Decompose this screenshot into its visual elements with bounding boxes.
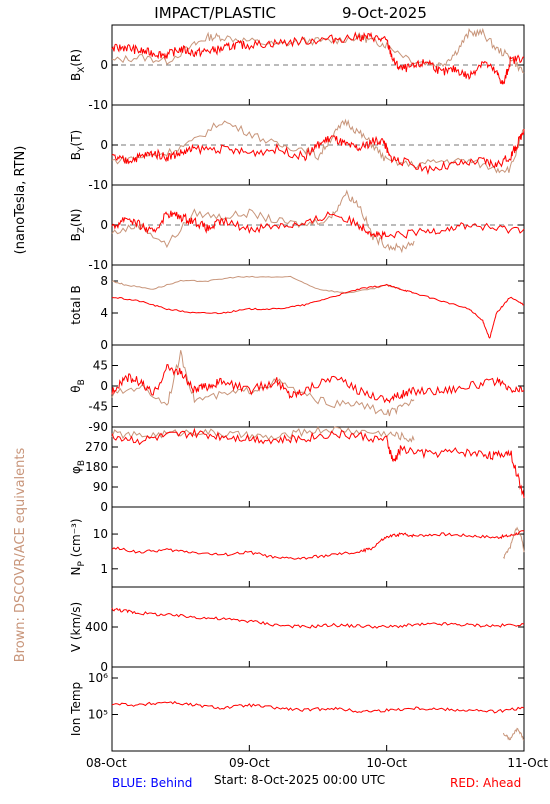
ytick-label-by-0: 0: [100, 138, 108, 152]
panel-btot: 8 4 0 total B: [69, 264, 525, 352]
ylabel-phi: φB: [69, 460, 87, 474]
ylabel-np: NP (cm⁻³): [69, 518, 87, 575]
panel-frame-theta: [111, 344, 525, 428]
series-brown-by: [111, 118, 525, 174]
series-brown-np: [503, 526, 525, 560]
series-brown-theta: [111, 350, 415, 417]
panel-theta: 45 0 -45 -90 θB: [69, 344, 525, 434]
ylabel-theta: θB: [69, 379, 87, 393]
ytick-label-theta-3: -90: [88, 420, 108, 434]
ylabel-by: BY(T): [69, 130, 87, 160]
series-ahead-temp: [111, 700, 525, 714]
panel-frame-v: [111, 586, 525, 668]
ytick-label-phi-0: 270: [85, 440, 108, 454]
panel-by: 0 -10 BY(T): [69, 104, 525, 192]
ytick-label-bz-1: -10: [88, 258, 108, 272]
series-ahead-v: [111, 607, 525, 629]
series-brown-temp: [502, 727, 525, 741]
series-brown-btot: [111, 275, 401, 294]
series-brown-bz: [111, 189, 415, 254]
legend-ahead: RED: Ahead: [450, 776, 521, 790]
xtick-label-2: 10-Oct: [366, 756, 407, 770]
ytick-label-temp-1: 10⁵: [88, 707, 108, 721]
ytick-label-phi-3: 0: [100, 500, 108, 514]
legend-behind: BLUE: Behind: [112, 776, 192, 790]
ylabel-v: V (km/s): [69, 602, 83, 652]
series-ahead-by: [111, 128, 525, 176]
ytick-label-temp-0: 10⁶: [88, 671, 108, 685]
panel-v: 400 0 V (km/s): [69, 586, 525, 674]
ylabel-bx: BX(R): [69, 49, 87, 81]
panel-frame-np: [111, 506, 525, 588]
ytick-label-btot-2: 0: [100, 338, 108, 352]
series-ahead-np: [111, 530, 525, 560]
panel-phi: 270 180 90 0 φB: [69, 426, 525, 514]
ytick-label-theta-2: -45: [88, 400, 108, 414]
panel-frame-by: [111, 104, 525, 186]
panel-frame-btot: [111, 264, 525, 346]
panel-np: 10 1 NP (cm⁻³): [69, 506, 525, 588]
units-label: (nanoTesla, RTN): [13, 146, 28, 255]
chart-date: 9-Oct-2025: [342, 4, 427, 22]
ytick-label-theta-0: 45: [93, 359, 108, 373]
series-ahead-theta: [111, 364, 525, 404]
ytick-label-np-0: 10: [93, 527, 108, 541]
panel-frame-phi: [111, 426, 525, 508]
panel-bx: 0 -10 BX(R): [69, 24, 525, 112]
ytick-label-theta-1: 0: [100, 379, 108, 393]
xtick-label-3: 11-Oct: [507, 756, 548, 770]
ytick-label-by-1: -10: [88, 178, 108, 192]
panels-group: 0 -10 BX(R) 0 -10 BY(T) 0 -10 BZ(N) 8 4 0 total B 45 0…: [69, 24, 525, 752]
ytick-label-v-0: 400: [85, 620, 108, 634]
ytick-label-bx-0: 0: [100, 58, 108, 72]
ytick-label-phi-1: 180: [85, 460, 108, 474]
ylabel-btot: total B: [69, 285, 83, 325]
panel-bz: 0 -10 BZ(N): [69, 184, 525, 272]
series-ahead-bz: [111, 210, 525, 241]
ytick-label-v-1: 0: [100, 660, 108, 674]
ylabel-bz: BZ(N): [69, 209, 87, 242]
chart-title: IMPACT/PLASTIC: [154, 4, 276, 22]
xtick-label-0: 08-Oct: [86, 756, 127, 770]
ytick-label-np-1: 1: [100, 562, 108, 576]
panel-frame-temp: [111, 666, 525, 752]
x-axis-ticks: 08-Oct 09-Oct 10-Oct 11-Oct: [86, 99, 548, 770]
ylabel-temp: Ion Temp: [69, 682, 83, 736]
series-brown-bx: [111, 27, 525, 74]
xtick-label-1: 09-Oct: [229, 756, 270, 770]
series-ahead-btot: [111, 283, 525, 339]
ytick-label-bz-0: 0: [100, 218, 108, 232]
series-ahead-phi: [111, 427, 525, 499]
ytick-label-bx-1: -10: [88, 98, 108, 112]
series-ahead-bx: [111, 31, 525, 85]
brown-note: Brown: DSCOVR/ACE equivalents: [13, 448, 28, 663]
panel-temp: 10⁶ 10⁵ Ion Temp: [69, 666, 525, 752]
ytick-label-btot-0: 8: [100, 274, 108, 288]
start-label: Start: 8-Oct-2025 00:00 UTC: [214, 773, 385, 787]
ytick-label-btot-1: 4: [100, 306, 108, 320]
ytick-label-phi-2: 90: [93, 480, 108, 494]
